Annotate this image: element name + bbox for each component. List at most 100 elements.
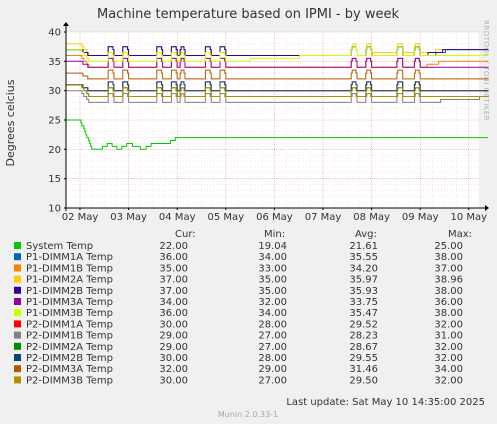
legend-series-name: P2-DIMM2A Temp (26, 342, 113, 353)
legend-value: 28.00 (258, 353, 287, 364)
series-line (66, 81, 489, 92)
legend-swatch (14, 309, 21, 317)
series-line (66, 46, 489, 62)
legend-header: Cur: (175, 229, 196, 240)
legend-value: 21.61 (349, 241, 378, 252)
y-axis-arrow (63, 22, 69, 26)
y-axis-label: Degrees celcius (4, 79, 17, 166)
legend-value: 29.00 (159, 331, 188, 342)
legend-value: 27.00 (258, 331, 287, 342)
y-tick-label: 10 (48, 204, 61, 215)
x-tick-label: 06 May (256, 212, 293, 223)
legend-value: 35.47 (349, 308, 378, 319)
legend-header: Avg: (355, 229, 377, 240)
legend-value: 37.00 (434, 263, 463, 274)
legend-value: 27.00 (258, 342, 287, 353)
legend-series-name: P1-DIMM1A Temp (26, 252, 113, 263)
y-tick-label: 15 (48, 174, 61, 185)
legend-value: 38.00 (434, 308, 463, 319)
legend-value: 37.00 (159, 286, 188, 297)
legend-series-name: P2-DIMM1B Temp (26, 331, 113, 342)
legend-swatch (14, 320, 21, 328)
series-line (66, 90, 489, 103)
chart-title: Machine temperature based on IPMI - by w… (97, 7, 399, 22)
legend-value: 32.00 (434, 319, 463, 330)
legend-value: 35.00 (258, 275, 287, 286)
legend-value: 32.00 (159, 364, 188, 375)
legend-value: 38.96 (434, 275, 463, 286)
x-axis-arrow (485, 205, 489, 211)
y-tick-label: 25 (48, 116, 61, 127)
legend-series-name: P1-DIMM3A Temp (26, 297, 113, 308)
legend-value: 36.00 (159, 252, 188, 263)
x-tick-label: 03 May (110, 212, 147, 223)
x-tick-label: 02 May (62, 212, 99, 223)
legend-value: 28.23 (349, 331, 378, 342)
legend-swatch (14, 264, 21, 272)
legend-value: 38.00 (434, 252, 463, 263)
y-tick-label: 40 (48, 28, 61, 39)
y-tick-label: 30 (48, 86, 61, 97)
legend-value: 36.00 (434, 297, 463, 308)
rrdtool-credit: RRDTOOL / TOBI OETIKER (482, 20, 490, 121)
legend-value: 32.00 (258, 297, 287, 308)
legend-value: 29.55 (349, 353, 378, 364)
axes: 10 15 20 25 30 35 40 02 May 03 May 04 May 05 May 06… (48, 22, 489, 223)
legend-series-name: P2-DIMM3B Temp (26, 375, 113, 386)
legend-value: 34.00 (258, 308, 287, 319)
y-tick-label: 35 (48, 57, 61, 68)
legend-series-name: P2-DIMM1A Temp (26, 319, 113, 330)
legend-header: Max: (448, 229, 472, 240)
legend-value: 28.00 (258, 319, 287, 330)
legend-swatch (14, 376, 21, 384)
legend-value: 32.00 (434, 353, 463, 364)
legend-value: 38.00 (434, 286, 463, 297)
legend-swatch (14, 253, 21, 261)
legend-value: 28.67 (349, 342, 378, 353)
legend-value: 34.20 (349, 263, 378, 274)
legend-value: 29.52 (349, 319, 378, 330)
legend-value: 29.00 (159, 342, 188, 353)
legend-value: 34.00 (434, 364, 463, 375)
legend-value: 29.00 (258, 364, 287, 375)
legend-swatch (14, 275, 21, 283)
legend-header: Min: (264, 229, 285, 240)
y-tick-label: 20 (48, 145, 61, 156)
legend-series-name: P2-DIMM2B Temp (26, 353, 113, 364)
x-tick-label: 08 May (353, 212, 390, 223)
legend: Cur: Min: Avg: Max: System Temp 22.00 19.04 21.… (14, 229, 472, 386)
legend-value: 19.04 (258, 241, 287, 252)
legend-value: 30.00 (159, 319, 188, 330)
legend-value: 22.00 (159, 241, 188, 252)
legend-value: 35.97 (349, 275, 378, 286)
series-lines (66, 43, 489, 150)
legend-swatch (14, 331, 21, 339)
legend-series-name: System Temp (26, 241, 93, 252)
series-line (66, 119, 489, 150)
legend-series-name: P1-DIMM3B Temp (26, 308, 113, 319)
legend-value: 27.00 (258, 375, 287, 386)
legend-series-name: P1-DIMM2B Temp (26, 286, 113, 297)
legend-series-name: P1-DIMM2A Temp (26, 275, 113, 286)
x-tick-label: 10 May (451, 212, 488, 223)
legend-value: 36.00 (159, 308, 188, 319)
legend-value: 30.00 (159, 375, 188, 386)
munin-version: Munin 2.0.33-1 (218, 410, 278, 419)
series-line (66, 69, 489, 80)
legend-value: 30.00 (159, 353, 188, 364)
legend-value: 35.00 (258, 286, 287, 297)
legend-swatch (14, 354, 21, 361)
legend-value: 25.00 (434, 241, 463, 252)
legend-value: 31.46 (349, 364, 378, 375)
x-tick-label: 05 May (208, 212, 245, 223)
legend-swatch (14, 286, 21, 294)
legend-value: 31.00 (434, 331, 463, 342)
legend-swatch (14, 342, 21, 350)
series-line (66, 84, 489, 97)
legend-value: 32.00 (434, 342, 463, 353)
legend-swatch (14, 298, 21, 305)
x-tick-label: 04 May (159, 212, 196, 223)
x-tick-label: 09 May (402, 212, 439, 223)
legend-value: 35.93 (349, 286, 378, 297)
